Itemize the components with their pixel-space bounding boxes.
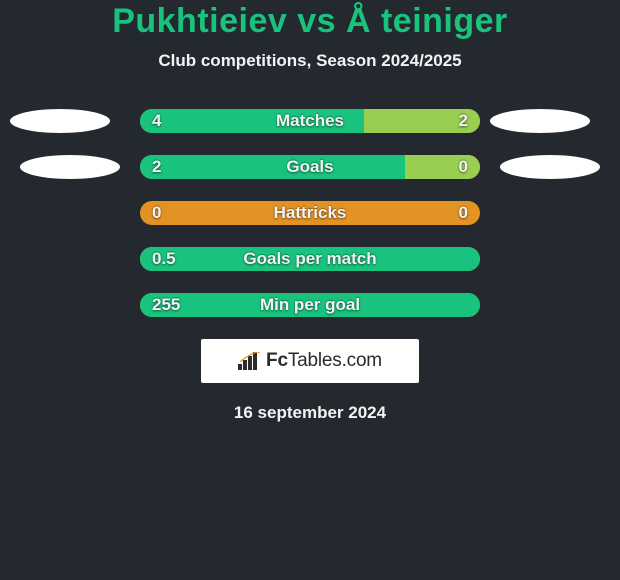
stats-rows: Matches42Goals20Hattricks00Goals per mat…: [0, 109, 620, 317]
comparison-card: Pukhtieiev vs Å teiniger Club competitio…: [0, 0, 620, 580]
stat-value-left: 0.5: [152, 247, 176, 271]
stat-value-left: 255: [152, 293, 180, 317]
logo-part-a: Fc: [266, 350, 288, 371]
player-marker-right: [500, 155, 600, 179]
stat-row: Matches4 2: [0, 109, 620, 133]
player-marker-right: [490, 109, 590, 133]
stat-label: Goals: [140, 155, 480, 179]
logo-part-b: Tables: [288, 350, 342, 371]
stat-value-left: 4: [152, 109, 161, 133]
barchart-icon: [238, 352, 262, 370]
stat-value-left: 2: [152, 155, 161, 179]
logo-part-c: .com: [342, 350, 382, 371]
stat-label: Min per goal: [140, 293, 480, 317]
stat-value-right: 2: [459, 109, 468, 133]
stat-row: Min per goal255: [0, 293, 620, 317]
player-marker-left: [10, 109, 110, 133]
subtitle: Club competitions, Season 2024/2025: [0, 51, 620, 71]
stat-label: Matches: [140, 109, 480, 133]
stat-row: Goals2 0: [0, 155, 620, 179]
stat-value-right: 0: [459, 155, 468, 179]
stat-row: Hattricks0 0: [0, 201, 620, 225]
player-marker-left: [20, 155, 120, 179]
stat-label: Hattricks: [140, 201, 480, 225]
stat-value-left: 0: [152, 201, 161, 225]
stat-label: Goals per match: [140, 247, 480, 271]
logo-text: FcTables.com: [266, 350, 382, 372]
date-text: 16 september 2024: [0, 403, 620, 423]
stat-row: Goals per match0.5: [0, 247, 620, 271]
page-title: Pukhtieiev vs Å teiniger: [0, 0, 620, 41]
logo-box: FcTables.com: [201, 339, 419, 383]
stat-value-right: 0: [459, 201, 468, 225]
